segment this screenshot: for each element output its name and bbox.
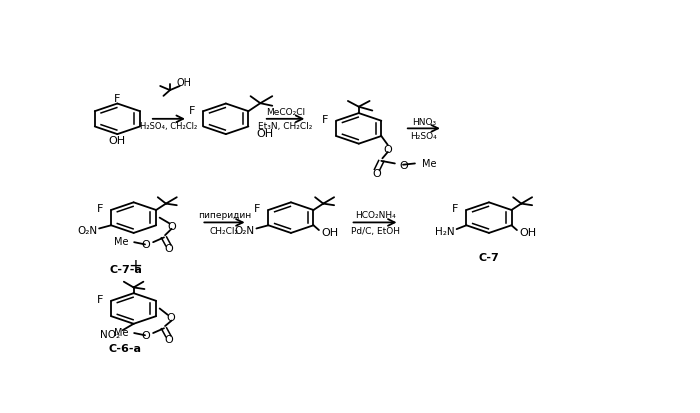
Text: F: F [322, 115, 328, 125]
Text: +: + [128, 257, 142, 275]
Text: O: O [372, 169, 382, 178]
Text: Pd/C, EtOH: Pd/C, EtOH [351, 226, 400, 235]
Text: CH₂Cl₂: CH₂Cl₂ [210, 226, 239, 235]
Text: F: F [114, 94, 120, 104]
Text: пиперидин: пиперидин [198, 211, 251, 219]
Text: OH: OH [176, 78, 192, 88]
Text: Me: Me [114, 237, 129, 247]
Text: H₂N: H₂N [435, 226, 454, 237]
Text: OH: OH [108, 135, 126, 145]
Text: MeCO₂Cl: MeCO₂Cl [266, 108, 305, 117]
Text: O₂N: O₂N [78, 225, 97, 235]
Text: F: F [452, 204, 458, 214]
Text: O: O [141, 240, 150, 250]
Text: O: O [166, 313, 175, 323]
Text: O: O [399, 160, 408, 170]
Text: F: F [97, 204, 103, 214]
Text: Et₃N, CH₂Cl₂: Et₃N, CH₂Cl₂ [258, 122, 313, 131]
Text: OH: OH [321, 228, 339, 238]
Text: O: O [164, 334, 173, 344]
Text: HCO₂NH₄: HCO₂NH₄ [355, 211, 395, 219]
Text: O: O [141, 330, 150, 340]
Text: C-6-a: C-6-a [109, 344, 142, 354]
Text: Me: Me [114, 327, 129, 337]
Text: H₂SO₄, CH₂Cl₂: H₂SO₄, CH₂Cl₂ [140, 122, 197, 131]
Text: O: O [384, 145, 392, 154]
Text: C-7-a: C-7-a [109, 264, 142, 274]
Text: Me: Me [422, 159, 437, 169]
Text: O: O [167, 221, 176, 231]
Text: O: O [164, 244, 173, 254]
Text: F: F [254, 204, 260, 214]
Text: H₂SO₄: H₂SO₄ [410, 132, 438, 140]
Text: OH: OH [519, 228, 537, 238]
Text: F: F [97, 294, 103, 304]
Text: C-7: C-7 [479, 253, 499, 263]
Text: O₂N: O₂N [234, 225, 255, 235]
Text: OH: OH [256, 129, 274, 139]
Text: F: F [189, 105, 195, 115]
Text: HNO₃: HNO₃ [412, 118, 436, 126]
Text: NO₂: NO₂ [101, 329, 120, 339]
